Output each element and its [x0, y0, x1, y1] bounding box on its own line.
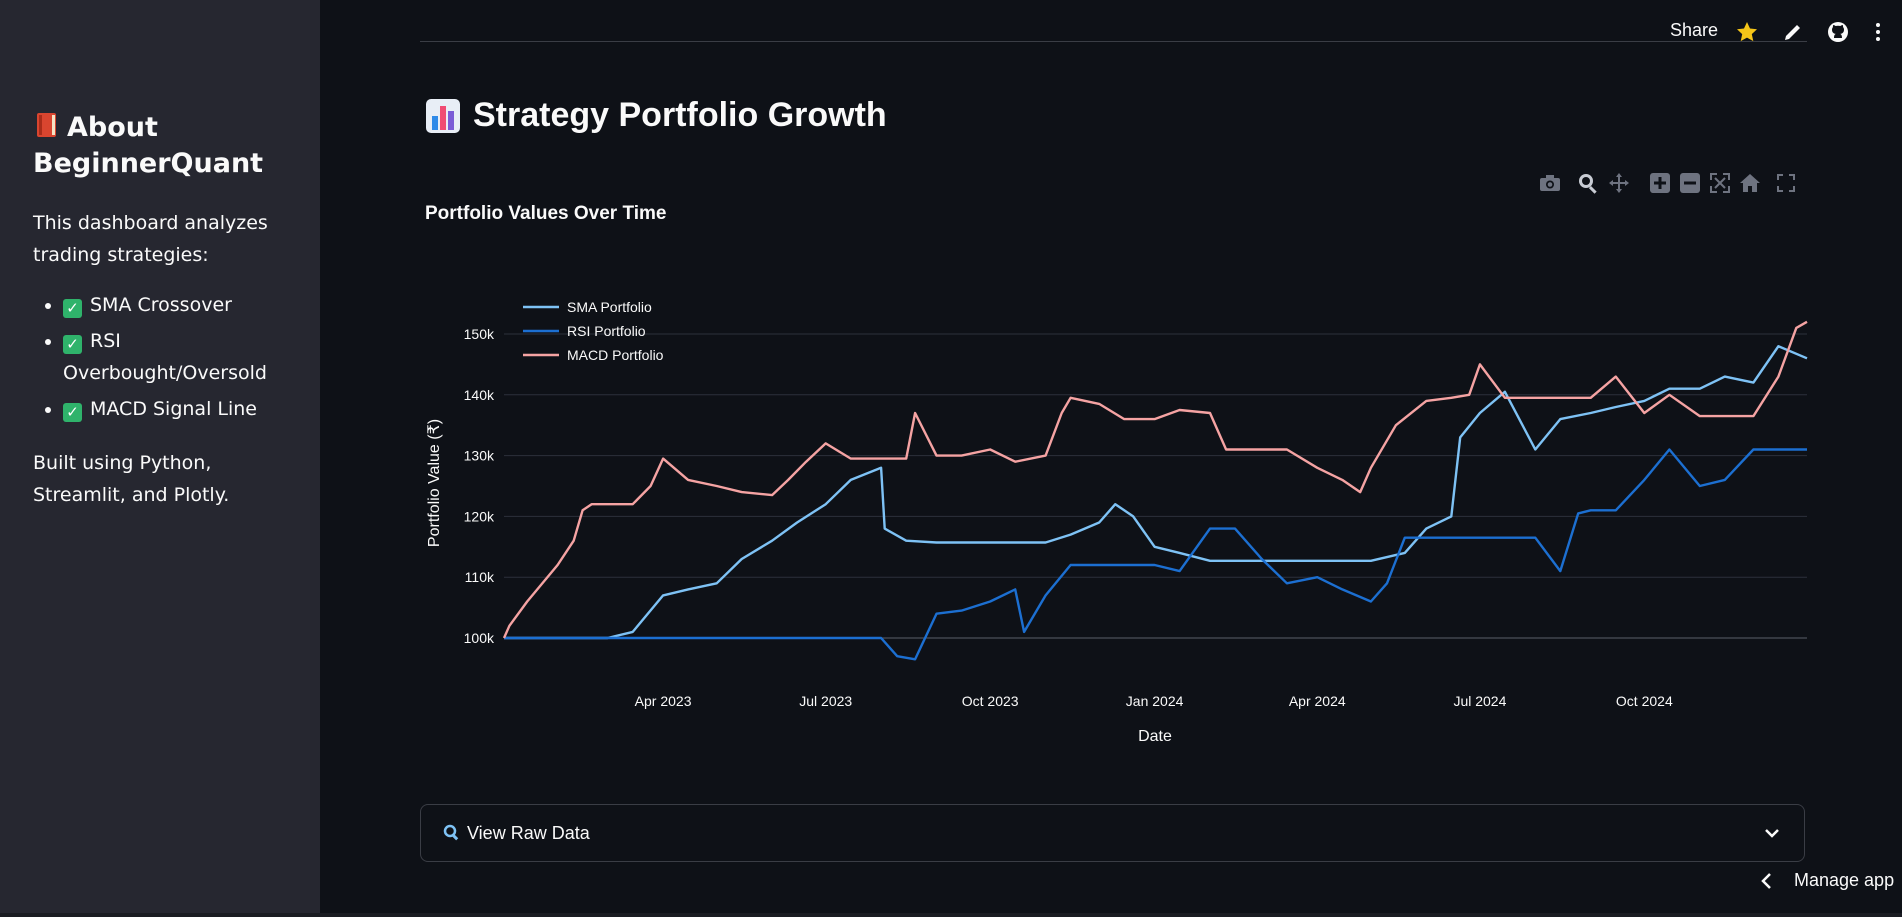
expander-label: View Raw Data: [443, 823, 590, 844]
page-title-text: Strategy Portfolio Growth: [473, 96, 887, 134]
fullscreen-icon[interactable]: [1774, 171, 1798, 195]
share-button[interactable]: Share: [1670, 20, 1719, 40]
x-tick-labels: Apr 2023 Jul 2023 Oct 2023 Jan 2024 Apr 2024…: [635, 693, 1673, 709]
zoom-out-icon[interactable]: [1678, 171, 1702, 195]
y-axis-title: Portfolio Value (₹): [426, 419, 443, 547]
y-tick-labels: 100k 110k 120k 130k 140k 150k: [464, 326, 495, 646]
sidebar-title: About BeginnerQuant: [33, 110, 293, 182]
bar-chart-icon: [426, 98, 460, 133]
y-tick-label: 120k: [464, 508, 495, 524]
check-mark-icon: ✓: [63, 299, 82, 318]
x-tick-label: Oct 2023: [962, 693, 1019, 709]
series-line-sma-portfolio[interactable]: [504, 344, 1808, 640]
pencil-icon[interactable]: [1781, 20, 1805, 44]
camera-icon[interactable]: [1538, 171, 1562, 195]
page-title: Strategy Portfolio Growth: [425, 96, 887, 135]
chevron-left-icon: [1761, 872, 1771, 889]
star-icon[interactable]: [1735, 20, 1759, 44]
magnifier-icon: [443, 824, 459, 841]
bottom-strip: [0, 913, 1902, 917]
check-mark-icon: ✓: [63, 403, 82, 422]
strategy-label: RSI Overbought/Oversold: [63, 330, 267, 384]
portfolio-chart[interactable]: 100k 110k 120k 130k 140k 150k Apr 2023 Jul 202…: [400, 240, 1820, 760]
autoscale-icon[interactable]: [1708, 171, 1732, 195]
x-tick-label: Apr 2023: [635, 693, 692, 709]
x-tick-label: Apr 2024: [1289, 693, 1346, 709]
x-axis-title: Date: [1138, 728, 1172, 745]
strategy-item-rsi: ✓RSI Overbought/Oversold: [63, 325, 323, 389]
y-tick-label: 150k: [464, 326, 495, 342]
strategy-item-sma: ✓ SMA Crossover: [63, 289, 323, 321]
toolbar-divider: [420, 41, 1807, 42]
x-tick-label: Jul 2024: [1453, 693, 1506, 709]
chevron-down-icon[interactable]: [1762, 823, 1782, 843]
strategy-list: ✓SMA Crossover ✓RSI Overbought/Oversold …: [33, 289, 323, 429]
y-tick-label: 140k: [464, 387, 495, 403]
pan-icon[interactable]: [1607, 171, 1631, 195]
chart-title: Portfolio Values Over Time: [425, 203, 667, 224]
sidebar-title-text: About BeginnerQuant: [33, 112, 264, 179]
y-tick-label: 130k: [464, 448, 495, 464]
x-tick-label: Oct 2024: [1616, 693, 1673, 709]
more-icon[interactable]: [1866, 20, 1890, 44]
legend-label[interactable]: RSI Portfolio: [567, 323, 646, 339]
series-line-rsi-portfolio[interactable]: [504, 448, 1807, 661]
x-tick-label: Jan 2024: [1126, 693, 1184, 709]
raw-data-expander[interactable]: View Raw Data: [420, 804, 1805, 862]
legend-label[interactable]: SMA Portfolio: [567, 299, 652, 315]
strategy-label: SMA Crossover: [90, 294, 232, 316]
manage-app-label: Manage app: [1794, 870, 1895, 890]
check-mark-icon: ✓: [63, 335, 82, 354]
legend-label[interactable]: MACD Portfolio: [567, 347, 664, 363]
book-icon: [37, 113, 56, 137]
y-tick-label: 100k: [464, 630, 495, 646]
y-tick-label: 110k: [465, 569, 495, 585]
series-line-macd-portfolio[interactable]: [502, 320, 1808, 639]
manage-app-button[interactable]: Manage app: [1760, 870, 1894, 891]
strategy-label: MACD Signal Line: [90, 398, 257, 420]
sidebar-description: This dashboard analyzes trading strategi…: [33, 212, 268, 266]
series-layer: [502, 320, 1808, 661]
zoom-icon[interactable]: [1576, 171, 1600, 195]
reset-axes-icon[interactable]: [1738, 171, 1762, 195]
chart-legend[interactable]: SMA Portfolio RSI Portfolio MACD Portfolio: [523, 299, 664, 363]
github-icon[interactable]: [1826, 20, 1850, 44]
built-with-text: Built using Python, Streamlit, and Plotl…: [33, 452, 230, 506]
zoom-in-icon[interactable]: [1648, 171, 1672, 195]
expander-label-text: View Raw Data: [467, 823, 590, 843]
strategy-item-macd: ✓ MACD Signal Line: [63, 393, 323, 425]
x-tick-label: Jul 2023: [799, 693, 852, 709]
sidebar: About BeginnerQuant This dashboard analy…: [0, 0, 320, 913]
